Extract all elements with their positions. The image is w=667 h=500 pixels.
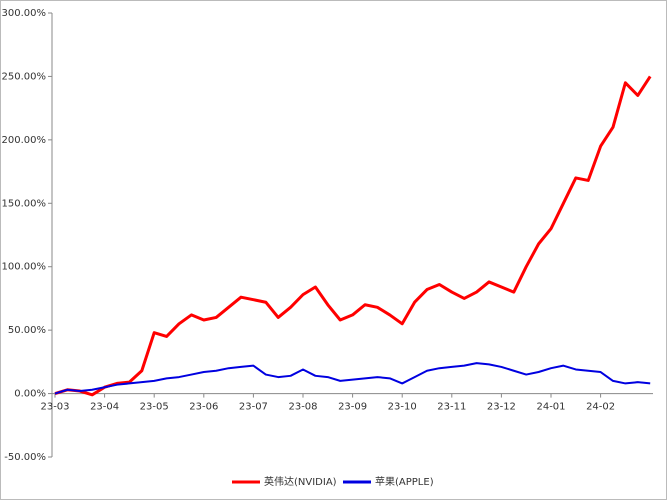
y-tick-label: 100.00%	[2, 262, 47, 273]
x-tick-label: 23-06	[189, 402, 218, 413]
x-tick-label: 23-10	[388, 402, 417, 413]
y-tick-label: 0.00%	[14, 389, 46, 400]
x-tick-label: 23-03	[40, 402, 69, 413]
x-tick-label: 23-07	[239, 402, 268, 413]
y-tick-label: 300.00%	[2, 8, 47, 19]
legend-label: 英伟达(NVIDIA)	[264, 475, 337, 488]
x-tick-label: 23-09	[338, 402, 367, 413]
line-series	[54, 75, 652, 397]
x-tick-label: 24-02	[586, 402, 615, 413]
line-series	[54, 362, 651, 395]
x-tick-label: 23-05	[140, 402, 169, 413]
y-tick-label: 250.00%	[2, 71, 47, 82]
x-tick-label: 23-11	[437, 402, 466, 413]
x-tick-label: 23-04	[90, 402, 119, 413]
x-tick-label: 23-08	[288, 402, 317, 413]
x-tick-label: 23-12	[487, 402, 516, 413]
y-tick-label: 200.00%	[2, 135, 47, 146]
x-tick-label: 24-01	[536, 402, 565, 413]
y-tick-label: 150.00%	[2, 198, 47, 209]
y-tick-label: -50.00%	[4, 452, 46, 463]
y-tick-label: 50.00%	[8, 325, 46, 336]
legend-label: 苹果(APPLE)	[375, 475, 434, 488]
